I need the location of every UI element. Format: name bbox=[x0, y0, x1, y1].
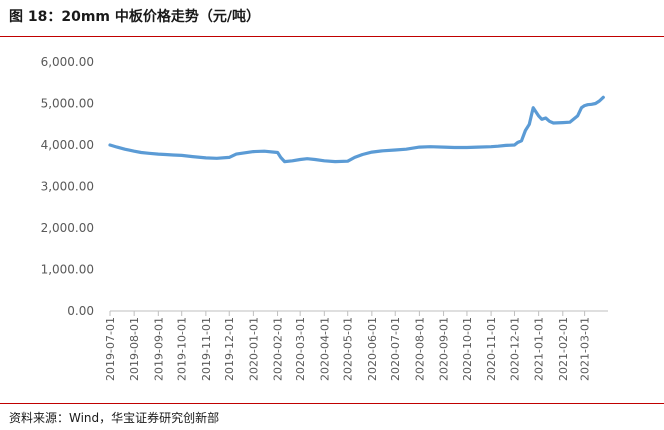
x-tick-label: 2020-11-01 bbox=[485, 317, 498, 381]
x-tick-label: 2020-08-01 bbox=[413, 317, 426, 381]
x-tick-label: 2019-07-01 bbox=[104, 317, 117, 381]
x-tick-label: 2020-10-01 bbox=[461, 317, 474, 381]
x-tick-label: 2020-02-01 bbox=[272, 317, 285, 381]
x-tick-label: 2020-07-01 bbox=[389, 317, 402, 381]
x-tick-label: 2020-04-01 bbox=[318, 317, 331, 381]
y-tick-label: 0.00 bbox=[67, 304, 94, 318]
x-tick-label: 2019-08-01 bbox=[128, 317, 141, 381]
x-tick-label: 2021-01-01 bbox=[533, 317, 546, 381]
source-note: 资料来源：Wind，华宝证券研究创新部 bbox=[9, 411, 220, 425]
x-tick-label: 2019-10-01 bbox=[176, 317, 189, 381]
y-tick-label: 3,000.00 bbox=[41, 180, 94, 194]
source-divider bbox=[0, 403, 664, 404]
series-line bbox=[108, 95, 605, 164]
x-tick-label: 2021-03-01 bbox=[579, 317, 592, 381]
x-tick-label: 2019-12-01 bbox=[223, 317, 236, 381]
x-tick-label: 2020-06-01 bbox=[366, 317, 379, 381]
x-tick-label: 2019-09-01 bbox=[152, 317, 165, 381]
y-tick-label: 5,000.00 bbox=[41, 97, 94, 111]
figure-title: 图 18：20mm 中板价格走势（元/吨） bbox=[9, 9, 261, 25]
y-tick-label: 2,000.00 bbox=[41, 221, 94, 235]
x-tick-label: 2020-05-01 bbox=[342, 317, 355, 381]
y-axis: 0.00 1,000.00 2,000.00 3,000.00 4,000.00 5,00… bbox=[41, 55, 94, 318]
title-divider bbox=[0, 36, 664, 37]
line-chart: 0.00 1,000.00 2,000.00 3,000.00 4,000.00 5,00… bbox=[41, 55, 608, 381]
y-tick-label: 1,000.00 bbox=[41, 263, 94, 277]
x-tick-label: 2021-02-01 bbox=[557, 317, 570, 381]
series-layer bbox=[108, 95, 605, 164]
x-tick-label: 2020-09-01 bbox=[438, 317, 451, 381]
y-tick-label: 6,000.00 bbox=[41, 55, 94, 69]
x-tick-label: 2020-03-01 bbox=[294, 317, 307, 381]
x-tick-label: 2020-01-01 bbox=[247, 317, 260, 381]
x-tick-label: 2019-11-01 bbox=[200, 317, 213, 381]
y-tick-label: 4,000.00 bbox=[41, 138, 94, 152]
x-tick-label: 2020-12-01 bbox=[508, 317, 521, 381]
x-axis: 2019-07-01 2019-08-01 2019-09-01 2019-10-01… bbox=[104, 310, 608, 381]
